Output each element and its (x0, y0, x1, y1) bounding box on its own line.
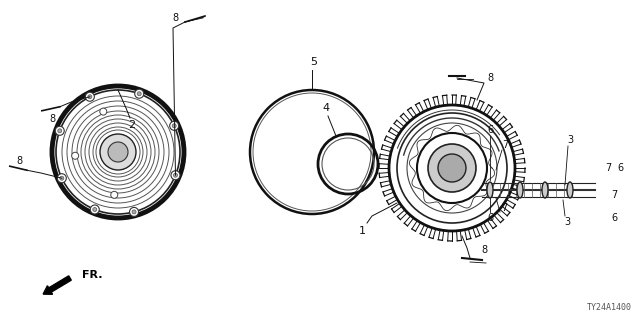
Circle shape (55, 126, 64, 135)
Text: 8: 8 (481, 245, 487, 255)
Circle shape (93, 207, 97, 212)
Ellipse shape (567, 182, 573, 198)
Circle shape (132, 210, 136, 214)
Circle shape (129, 207, 138, 216)
Circle shape (85, 92, 94, 101)
Circle shape (171, 171, 180, 180)
Circle shape (108, 142, 128, 162)
Circle shape (72, 152, 79, 159)
Circle shape (90, 205, 99, 214)
Text: 8: 8 (17, 156, 23, 166)
Text: 8: 8 (487, 73, 493, 83)
Text: 7: 7 (502, 140, 508, 150)
Ellipse shape (542, 182, 548, 198)
Text: 6: 6 (617, 163, 623, 173)
Circle shape (100, 134, 136, 170)
FancyArrow shape (43, 276, 71, 294)
Text: 7: 7 (611, 190, 617, 200)
Circle shape (60, 176, 64, 180)
Text: FR.: FR. (82, 270, 102, 280)
Text: 6: 6 (487, 213, 493, 223)
Circle shape (137, 92, 141, 96)
Circle shape (88, 95, 92, 99)
Ellipse shape (487, 182, 493, 198)
Text: 7: 7 (501, 203, 507, 213)
Text: 2: 2 (129, 120, 136, 130)
Text: 1: 1 (358, 226, 365, 236)
Circle shape (58, 129, 61, 133)
Ellipse shape (517, 182, 523, 198)
Text: 7: 7 (605, 163, 611, 173)
Text: TY24A1400: TY24A1400 (587, 303, 632, 312)
Text: 8: 8 (50, 114, 56, 124)
Circle shape (170, 121, 179, 130)
Text: 4: 4 (323, 103, 330, 113)
Circle shape (438, 154, 466, 182)
Text: 6: 6 (611, 213, 617, 223)
Circle shape (111, 191, 118, 198)
Text: 3: 3 (564, 217, 570, 227)
Text: 8: 8 (172, 13, 178, 23)
Text: 3: 3 (567, 135, 573, 145)
Text: 5: 5 (310, 57, 317, 67)
Circle shape (172, 124, 176, 128)
Circle shape (428, 144, 476, 192)
Circle shape (134, 89, 144, 98)
Circle shape (58, 174, 67, 183)
Circle shape (100, 108, 107, 115)
Circle shape (173, 173, 177, 177)
Text: 6: 6 (487, 125, 493, 135)
